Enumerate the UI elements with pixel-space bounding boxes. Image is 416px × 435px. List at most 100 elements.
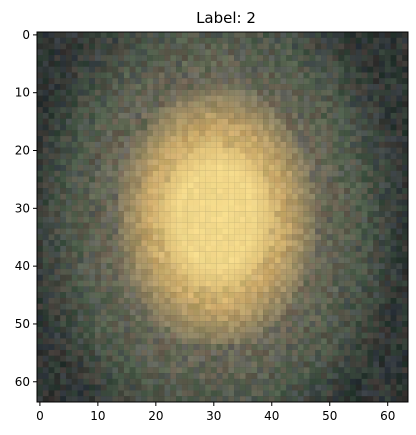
image-pixel [384, 66, 391, 73]
image-pixel [274, 373, 281, 379]
image-pixel [164, 332, 171, 339]
image-pixel [396, 286, 403, 293]
image-pixel [147, 55, 154, 61]
image-pixel [147, 303, 154, 310]
image-pixel [42, 326, 49, 333]
image-pixel [100, 60, 107, 67]
image-pixel [321, 32, 327, 38]
image-pixel [164, 251, 171, 258]
image-pixel [100, 303, 107, 310]
image-pixel [245, 193, 252, 200]
image-pixel [100, 147, 107, 154]
image-pixel [268, 84, 275, 90]
image-pixel [181, 367, 188, 374]
image-pixel [367, 332, 374, 339]
image-pixel [344, 124, 351, 131]
image-pixel [118, 321, 125, 327]
image-pixel [60, 251, 67, 258]
image-pixel [286, 315, 293, 322]
image-pixel [367, 141, 374, 148]
image-pixel [158, 193, 165, 200]
image-pixel [181, 159, 188, 166]
image-pixel [89, 349, 96, 356]
image-pixel [83, 101, 90, 108]
image-pixel [158, 361, 165, 368]
image-pixel [292, 153, 298, 160]
image-pixel [257, 309, 264, 316]
image-pixel [315, 205, 322, 212]
image-pixel [65, 361, 72, 368]
image-pixel [321, 130, 327, 137]
image-pixel [379, 147, 385, 154]
image-pixel [199, 303, 206, 310]
image-pixel [379, 159, 385, 166]
image-pixel [326, 147, 333, 154]
image-pixel [37, 49, 43, 56]
image-pixel [286, 188, 293, 194]
image-pixel [379, 60, 385, 67]
image-pixel [106, 147, 113, 154]
image-pixel [71, 176, 78, 183]
image-pixel [71, 338, 78, 345]
image-pixel [60, 228, 67, 235]
image-pixel [286, 263, 293, 270]
image-pixel [292, 222, 298, 229]
image-pixel [94, 55, 101, 61]
image-pixel [373, 84, 380, 90]
image-pixel [118, 355, 125, 362]
image-pixel [344, 321, 351, 327]
image-pixel [48, 164, 55, 171]
image-pixel [65, 286, 72, 293]
image-pixel [94, 72, 101, 79]
image-pixel [210, 344, 217, 351]
image-pixel [257, 60, 264, 67]
image-pixel [379, 107, 385, 114]
image-pixel [152, 199, 159, 206]
image-pixel [199, 344, 206, 351]
image-pixel [210, 170, 217, 177]
image-pixel [222, 269, 229, 275]
image-pixel [89, 193, 96, 200]
image-pixel [234, 269, 240, 275]
image-pixel [309, 124, 316, 131]
image-pixel [187, 32, 194, 38]
image-pixel [42, 182, 49, 189]
image-pixel [199, 384, 206, 391]
image-pixel [245, 211, 252, 218]
image-pixel [390, 367, 397, 374]
image-pixel [390, 193, 397, 200]
image-pixel [268, 188, 275, 194]
image-pixel [326, 78, 333, 85]
image-pixel [158, 95, 165, 102]
image-pixel [48, 344, 55, 351]
image-pixel [210, 153, 217, 160]
image-pixel [112, 32, 119, 38]
image-pixel [303, 211, 310, 218]
image-pixel [216, 274, 223, 281]
image-pixel [257, 257, 264, 264]
image-pixel [373, 136, 380, 142]
image-pixel [37, 182, 43, 189]
image-pixel [187, 66, 194, 73]
image-pixel [210, 245, 217, 252]
image-pixel [268, 89, 275, 96]
image-pixel [205, 141, 211, 148]
image-pixel [373, 49, 380, 56]
image-pixel [129, 37, 136, 44]
image-pixel [54, 147, 61, 154]
image-pixel [210, 130, 217, 137]
y-tick-label: 10 [15, 86, 30, 100]
image-pixel [321, 37, 327, 44]
image-pixel [396, 130, 403, 137]
image-pixel [245, 269, 252, 275]
image-pixel [286, 396, 293, 403]
image-pixel [245, 326, 252, 333]
image-pixel [321, 390, 327, 397]
image-pixel [141, 43, 148, 50]
image-pixel [89, 153, 96, 160]
image-pixel [390, 159, 397, 166]
image-pixel [268, 101, 275, 108]
image-pixel [396, 118, 403, 125]
image-pixel [181, 84, 188, 90]
